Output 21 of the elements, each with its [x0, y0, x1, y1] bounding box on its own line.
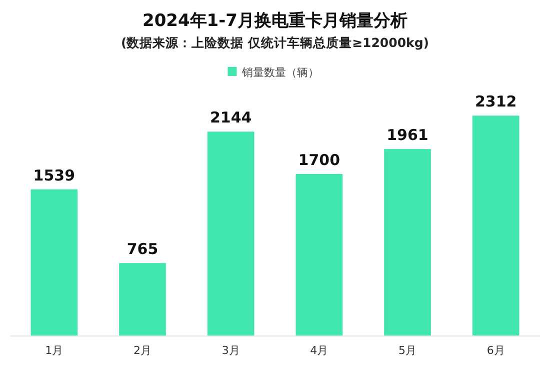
bar [119, 263, 166, 336]
x-tick-label: 5月 [398, 344, 416, 357]
data-label: 2144 [210, 108, 252, 127]
bar [472, 116, 520, 336]
x-tick-label: 1月 [45, 344, 64, 357]
data-label: 1539 [33, 166, 76, 184]
x-tick-label: 4月 [310, 344, 328, 357]
x-tick-label: 2月 [134, 344, 152, 357]
data-label: 765 [126, 240, 158, 258]
bar [384, 149, 431, 336]
bar [296, 174, 343, 336]
data-label: 1700 [298, 150, 340, 169]
chart-subtitle: (数据来源：上险数据 仅统计车辆总质量≥12000kg) [121, 35, 429, 50]
data-label: 2312 [474, 92, 517, 111]
chart-title: 2024年1-7月换电重卡月销量分析 [142, 11, 408, 31]
bar [207, 132, 254, 336]
bar [30, 189, 78, 336]
x-tick-label: 3月 [222, 344, 240, 357]
x-tick-label: 6月 [486, 344, 505, 357]
legend-label: 销量数量（辆） [240, 66, 319, 79]
data-label: 1961 [386, 126, 428, 144]
